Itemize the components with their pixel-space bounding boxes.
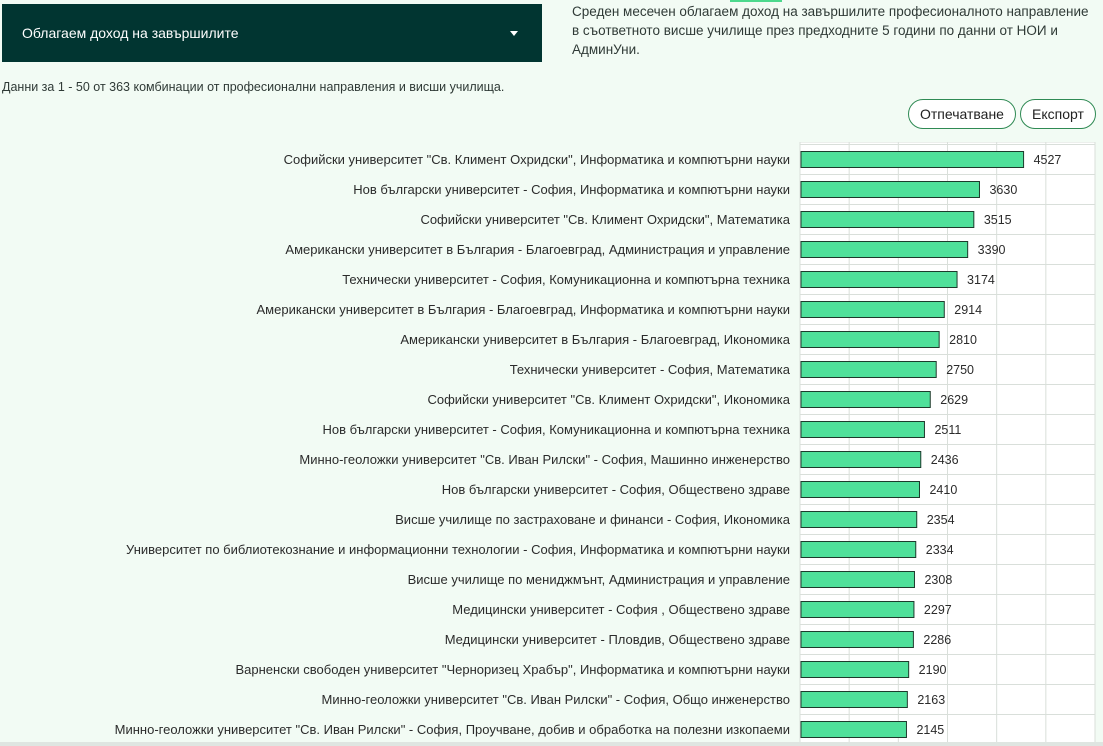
data-bar[interactable] [800, 271, 958, 288]
chevron-down-icon [510, 30, 518, 36]
data-bar[interactable] [800, 661, 910, 678]
description-text: Среден месечен облагаем доход на завърши… [572, 4, 1089, 57]
data-bar[interactable] [800, 421, 925, 438]
data-bar[interactable] [800, 721, 907, 738]
data-value-label: 3174 [967, 273, 995, 287]
data-bar[interactable] [800, 331, 940, 348]
data-value-label: 2145 [916, 723, 944, 737]
category-label: Университет по библиотекознание и информ… [126, 542, 790, 557]
description-accent-line [730, 0, 782, 2]
category-label: Американски университет в България - Бла… [285, 242, 790, 257]
data-bar[interactable] [800, 391, 931, 408]
data-value-label: 2436 [931, 453, 959, 467]
results-summary: Данни за 1 - 50 от 363 комбинации от про… [2, 80, 505, 94]
print-button[interactable]: Отпечатване [908, 99, 1016, 129]
category-label: Висше училище по застраховане и финанси … [395, 512, 791, 527]
data-value-label: 2750 [946, 363, 974, 377]
data-value-label: 2308 [924, 573, 952, 587]
category-label: Минно-геоложки университет "Св. Иван Рил… [322, 692, 790, 707]
dropdown-selected-label: Облагаем доход на завършилите [22, 25, 239, 41]
category-label: Минно-геоложки университет "Св. Иван Рил… [115, 722, 790, 737]
data-value-label: 2914 [954, 303, 982, 317]
income-filter-dropdown[interactable]: Облагаем доход на завършилите [2, 4, 542, 62]
data-value-label: 2297 [924, 603, 952, 617]
data-bar[interactable] [800, 211, 975, 228]
horizontal-scrollbar[interactable] [0, 742, 1103, 746]
data-value-label: 2354 [927, 513, 955, 527]
data-value-label: 3390 [978, 243, 1006, 257]
data-bar[interactable] [800, 361, 937, 378]
data-value-label: 2163 [917, 693, 945, 707]
data-bar[interactable] [800, 301, 945, 318]
data-value-label: 2190 [919, 663, 947, 677]
data-bar[interactable] [800, 571, 915, 588]
category-label: Нов български университет - София, Комун… [323, 422, 791, 437]
category-label: Нов български университет - София, Инфор… [353, 182, 790, 197]
data-value-label: 2286 [923, 633, 951, 647]
data-bar[interactable] [800, 601, 915, 618]
category-label: Софийски университет "Св. Климент Охридс… [420, 212, 790, 227]
category-label: Американски университет в България - Бла… [400, 332, 790, 347]
data-value-label: 3515 [984, 213, 1012, 227]
category-label: Минно-геоложки университет "Св. Иван Рил… [299, 452, 790, 467]
category-label: Софийски университет "Св. Климент Охридс… [427, 392, 790, 407]
data-bar[interactable] [800, 511, 918, 528]
data-value-label: 2410 [929, 483, 957, 497]
data-bar[interactable] [800, 241, 969, 258]
ranking-chart: Софийски университет "Св. Климент Охридс… [0, 142, 1103, 746]
data-bar[interactable] [800, 691, 908, 708]
data-bar[interactable] [800, 481, 920, 498]
data-bar[interactable] [800, 151, 1025, 168]
category-label: Технически университет - София, Математи… [510, 362, 791, 377]
data-value-label: 2511 [934, 423, 961, 437]
data-value-label: 3630 [989, 183, 1017, 197]
data-bar[interactable] [800, 451, 922, 468]
data-value-label: 2334 [926, 543, 954, 557]
data-value-label: 4527 [1034, 153, 1062, 167]
data-bar[interactable] [800, 541, 917, 558]
category-label: Американски университет в България - Бла… [257, 302, 790, 317]
category-label: Медицински университет - Пловдив, Общест… [445, 632, 790, 647]
category-label: Нов български университет - София, Общес… [442, 482, 790, 497]
export-button[interactable]: Експорт [1020, 99, 1096, 129]
data-value-label: 2810 [949, 333, 977, 347]
category-label: Висше училище по мениджмънт, Администрац… [408, 572, 790, 587]
category-label: Софийски университет "Св. Климент Охридс… [284, 152, 790, 167]
category-label: Варненски свободен университет "Чернориз… [236, 662, 791, 677]
data-value-label: 2629 [940, 393, 968, 407]
bar-chart-svg: Софийски университет "Св. Климент Охридс… [115, 142, 1096, 746]
indicator-description: Среден месечен облагаем доход на завърши… [572, 0, 1092, 59]
data-bar[interactable] [800, 631, 914, 648]
category-label: Медицински университет - София , Обществ… [452, 602, 790, 617]
data-bar[interactable] [800, 181, 980, 198]
category-label: Технически университет - София, Комуника… [342, 272, 791, 287]
